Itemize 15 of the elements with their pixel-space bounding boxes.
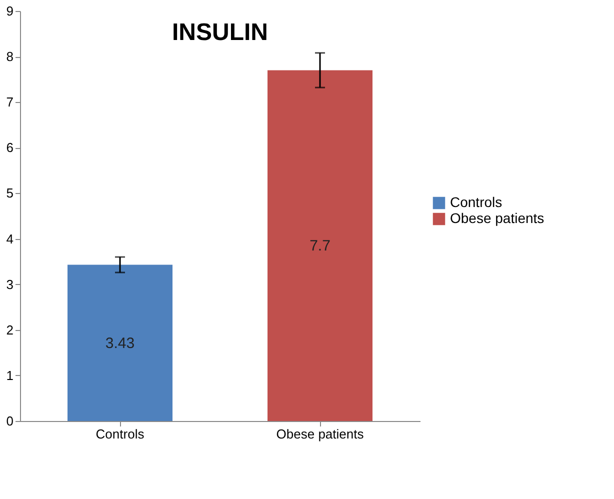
data-label: 7.7 xyxy=(310,238,330,255)
legend-label: Controls xyxy=(450,194,502,210)
y-tick-label: 7 xyxy=(6,94,14,110)
legend-label: Obese patients xyxy=(450,210,544,226)
y-tick-label: 9 xyxy=(6,4,14,18)
chart-title: INSULIN xyxy=(172,19,268,46)
y-tick-label: 6 xyxy=(6,140,14,156)
y-tick-label: 2 xyxy=(6,322,14,338)
y-tick-label: 0 xyxy=(6,414,14,428)
y-tick-label: 4 xyxy=(6,231,14,246)
y-tick-label: 1 xyxy=(6,368,14,383)
y-tick-label: 8 xyxy=(6,49,14,64)
data-label: 3.43 xyxy=(105,334,135,352)
y-tick-label: 5 xyxy=(6,186,14,201)
y-tick-label: 3 xyxy=(6,276,14,292)
